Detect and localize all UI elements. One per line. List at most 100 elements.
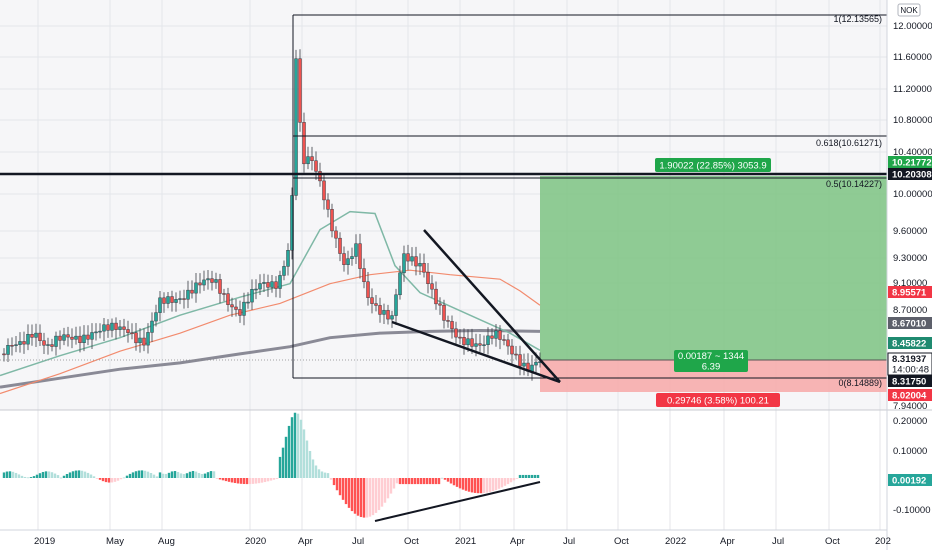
target-label: 1.90022 (22.85%) 3053.9 [659,161,766,172]
osc-bar [206,472,210,478]
osc-bar [425,478,429,485]
price-tag-ma-mid-text: 8.95571 [892,288,927,299]
candle-body [474,343,478,347]
candle-body [270,281,274,288]
osc-bar [77,470,81,478]
osc-bar [458,478,462,489]
osc-bar [407,478,411,485]
osc-bar [152,474,156,478]
profit-zone[interactable] [540,176,887,360]
price-tag-target[interactable] [888,156,932,168]
osc-bar [179,473,183,478]
osc-bar [185,473,189,478]
osc-bar [134,471,138,478]
osc-bar [215,478,219,479]
candle-body [278,275,282,289]
price-tick: 10.40000 [893,147,932,158]
osc-bar [404,478,408,485]
candle-body [322,180,326,201]
candle-body [210,278,214,283]
candle-body [22,341,26,345]
time-label: Jul [352,536,364,547]
target-label-box[interactable] [655,158,771,172]
candle-body [274,281,278,289]
price-tag-ma-slow[interactable] [888,317,932,329]
osc-bar [314,465,318,478]
osc-bar [95,478,99,479]
osc-bar [137,470,141,478]
osc-bar [227,478,231,482]
osc-bar [509,478,513,483]
price-tag-ma-fast[interactable] [888,337,932,349]
osc-bar [338,478,342,496]
candle-body [534,361,538,366]
osc-bar [26,477,30,479]
price-tag-ma-mid[interactable] [888,286,932,298]
osc-bar [260,478,264,483]
candle-body [58,335,62,341]
osc-bar [44,471,48,478]
osc-bar [443,478,447,480]
osc-bar [437,478,441,485]
osc-bar [347,478,351,508]
osc-bar [308,450,312,478]
candle-body [450,321,454,330]
osc-bar [17,474,21,478]
osc-bar [533,474,537,478]
osc-bar [59,477,63,479]
currency-badge[interactable] [897,3,921,17]
osc-bar [113,478,117,482]
osc-bar [263,478,267,483]
time-axis[interactable]: 2019 May Aug 2020 Apr Jul Oct 2021 Apr J… [34,536,891,547]
candle-body [146,332,150,346]
osc-bar [170,471,174,478]
candle-body [222,293,226,295]
osc-bar [389,478,393,494]
osc-bar [173,471,177,478]
osc-bar [284,436,288,478]
candle-body [82,334,86,343]
osc-bar [302,429,306,478]
candle-body [38,332,42,341]
candle-body [258,283,262,290]
osc-bar [326,473,330,478]
candle-body [294,58,298,196]
osc-bar [218,478,222,480]
osc-bar [233,478,237,484]
candle-body [362,268,366,283]
osc-bar [410,478,414,485]
osc-bar [143,470,147,478]
price-tick: 10.80000 [893,115,932,126]
osc-bar [212,471,216,478]
candle-body [154,312,158,322]
candle-body [390,315,394,320]
price-tag-stop[interactable] [888,389,932,401]
candle-body [382,310,386,315]
osc-bar [89,474,93,478]
price-tag-line[interactable] [888,168,932,180]
osc-bar [365,478,369,518]
osc-bar [209,471,213,478]
osc-bar [473,478,477,493]
price-tag-stop-line[interactable] [888,375,932,387]
osc-bar [455,478,459,487]
osc-current-tag[interactable] [888,474,932,486]
osc-bar [359,478,363,518]
osc-bar [128,473,132,478]
candle-body [282,266,286,276]
osc-bar [2,472,6,478]
candle-body [374,303,378,306]
osc-bar [80,470,84,478]
osc-bar [380,478,384,507]
price-tick: 8.70000 [893,305,927,316]
osc-bar [470,478,474,493]
candle-body [482,344,486,346]
osc-bar [38,473,42,478]
ma-slow-line [0,328,541,389]
stop-label-box[interactable] [656,393,780,407]
price-tick: 11.20000 [893,84,932,95]
osc-bar [371,478,375,516]
candle-body [218,279,222,294]
position-center-box[interactable] [674,350,748,372]
